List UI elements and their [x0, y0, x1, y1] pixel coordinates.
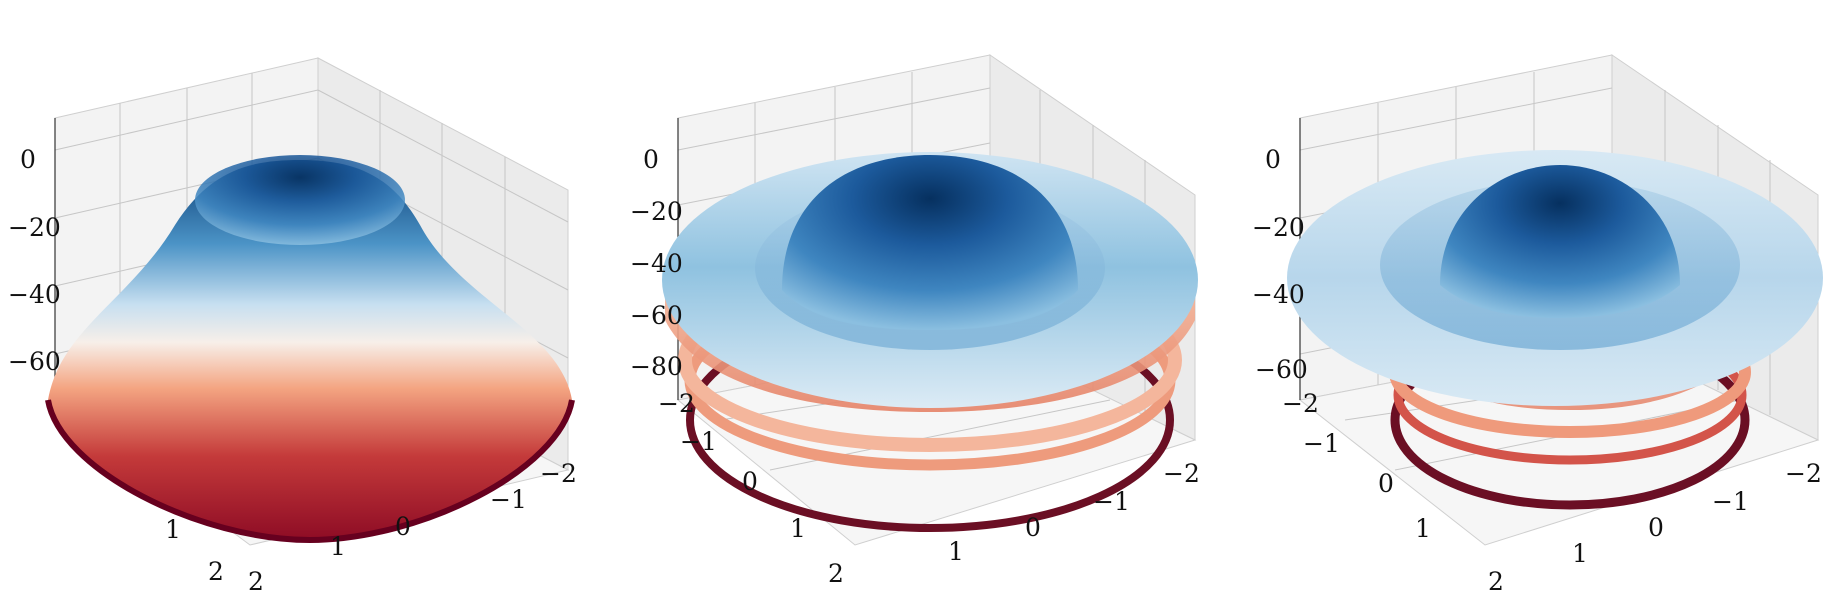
panel-2-central-dome: [782, 155, 1078, 330]
panel-1-x-tick: 0: [395, 512, 411, 541]
panel-3-y-tick: −1: [1303, 429, 1340, 458]
panel-3-x-ticks: −2 −1 0 1 2: [1488, 459, 1822, 596]
panel-1-x-tick: −1: [490, 485, 527, 514]
panel-2-y-tick: 2: [828, 559, 844, 588]
panel-1-y-tick: 1: [165, 515, 181, 544]
panel-3-z-tick: 0: [1265, 145, 1281, 174]
panel-2-z-ticks: 0 −20 −40 −60 −80: [630, 145, 683, 381]
panel-3-y-tick: −2: [1282, 389, 1319, 418]
panel-3-x-tick: 2: [1488, 567, 1504, 596]
panel-3-y-ticks: −2 −1 0 1: [1282, 389, 1431, 543]
panel-3-y-tick: 0: [1378, 469, 1394, 498]
panel-1-x-ticks: −2 −1 0 1 2: [248, 459, 577, 596]
panel-2-z-tick: −40: [630, 249, 683, 278]
panel-1-z-ticks: 0 −20 −40 −60: [8, 145, 61, 376]
panel-1-y-ticks: 1 2: [165, 515, 224, 586]
panel-1-x-tick: 1: [330, 532, 346, 561]
panel-3: 0 −20 −40 −60 −2 −1 0 1 2 −2 −1 0 1: [1252, 54, 1823, 596]
panel-2: 0 −20 −40 −60 −80 −2 −1 0 1 −2 −1 0 1 2: [630, 54, 1200, 588]
panel-1: 0 −20 −40 −60 −2 −1 0 1 2 1 2: [8, 57, 577, 596]
panel-2-y-tick: 1: [790, 514, 806, 543]
panel-2-x-tick: 1: [948, 537, 964, 566]
panel-1-dome-cap: [195, 155, 405, 245]
panel-1-z-tick: −20: [8, 213, 61, 242]
panel-3-z-tick: −20: [1252, 213, 1305, 242]
panel-3-x-tick: −1: [1712, 487, 1749, 516]
panel-1-x-tick: 2: [248, 567, 264, 596]
panel-3-z-ticks: 0 −20 −40 −60: [1252, 145, 1308, 384]
panel-2-z-tick: −60: [630, 301, 683, 330]
panel-3-central-dome: [1440, 165, 1680, 318]
panel-2-x-ticks: −2 −1 0 1: [948, 459, 1200, 566]
panel-2-z-tick: −20: [630, 197, 683, 226]
panel-3-x-tick: −2: [1785, 459, 1822, 488]
panel-3-z-tick: −60: [1255, 355, 1308, 384]
panel-2-z-tick: −80: [630, 352, 683, 381]
panel-1-dome-surface: [48, 160, 572, 540]
panel-2-y-ticks: −2 −1 0 1 2: [658, 389, 844, 588]
panel-1-z-tick: 0: [20, 145, 36, 174]
panel-2-x-tick: 0: [1025, 513, 1041, 542]
panel-2-x-tick: −2: [1163, 459, 1200, 488]
panel-2-y-tick: −1: [680, 427, 717, 456]
panel-3-z-tick: −40: [1252, 280, 1305, 309]
panel-2-x-tick: −1: [1093, 487, 1130, 516]
panel-3-x-tick: 1: [1572, 539, 1588, 568]
panel-1-dome-rim: [45, 399, 575, 544]
panel-1-y-tick: 2: [208, 557, 224, 586]
panel-1-x-tick: −2: [540, 459, 577, 488]
panel-1-z-tick: −40: [8, 280, 61, 309]
panel-2-y-tick: 0: [742, 467, 758, 496]
panel-2-z-tick: 0: [643, 145, 659, 174]
panel-3-x-tick: 0: [1648, 513, 1664, 542]
panel-1-z-tick: −60: [8, 347, 61, 376]
panel-2-y-tick: −2: [658, 389, 695, 418]
panel-3-y-tick: 1: [1415, 514, 1431, 543]
